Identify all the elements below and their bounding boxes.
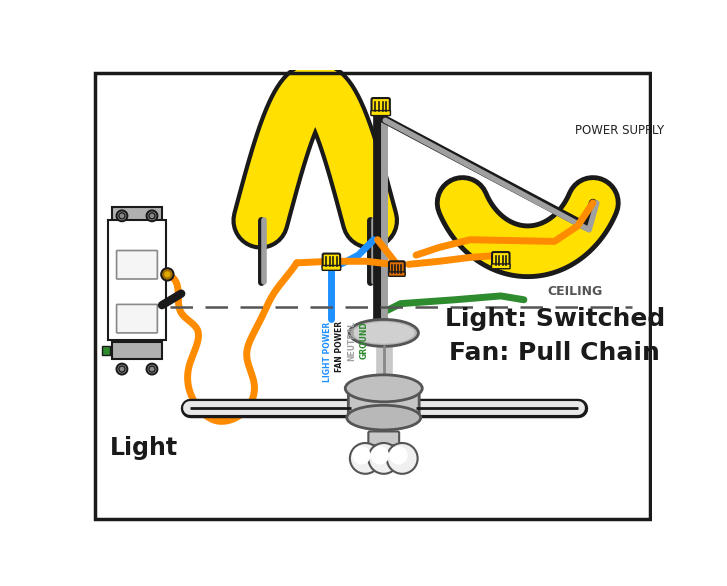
FancyBboxPatch shape bbox=[112, 207, 162, 224]
FancyBboxPatch shape bbox=[371, 98, 390, 114]
FancyBboxPatch shape bbox=[492, 252, 510, 267]
Text: FAN POWER: FAN POWER bbox=[334, 321, 344, 373]
FancyBboxPatch shape bbox=[369, 431, 399, 445]
Circle shape bbox=[149, 366, 155, 372]
FancyBboxPatch shape bbox=[116, 250, 157, 279]
Circle shape bbox=[371, 446, 389, 465]
FancyBboxPatch shape bbox=[388, 272, 405, 276]
Circle shape bbox=[387, 443, 417, 474]
Text: NEUTRAL: NEUTRAL bbox=[348, 321, 357, 362]
FancyBboxPatch shape bbox=[108, 220, 166, 340]
Circle shape bbox=[161, 268, 174, 281]
Ellipse shape bbox=[345, 375, 422, 402]
Ellipse shape bbox=[353, 322, 414, 343]
FancyBboxPatch shape bbox=[322, 265, 341, 270]
FancyBboxPatch shape bbox=[116, 304, 157, 333]
FancyBboxPatch shape bbox=[348, 385, 419, 421]
Text: CEILING: CEILING bbox=[547, 285, 602, 298]
Circle shape bbox=[119, 366, 125, 372]
Text: LIGHT POWER: LIGHT POWER bbox=[323, 321, 332, 381]
Circle shape bbox=[369, 443, 399, 474]
Circle shape bbox=[147, 364, 157, 374]
Text: Light: Switched
Fan: Pull Chain: Light: Switched Fan: Pull Chain bbox=[445, 307, 664, 364]
Text: Light: Light bbox=[111, 435, 178, 459]
Circle shape bbox=[119, 213, 125, 219]
FancyBboxPatch shape bbox=[323, 254, 340, 268]
Circle shape bbox=[147, 210, 157, 222]
FancyBboxPatch shape bbox=[102, 346, 110, 355]
Circle shape bbox=[352, 446, 371, 465]
FancyBboxPatch shape bbox=[491, 264, 510, 269]
Ellipse shape bbox=[349, 319, 419, 346]
Circle shape bbox=[116, 210, 127, 222]
Text: GROUND: GROUND bbox=[359, 321, 369, 359]
Ellipse shape bbox=[347, 406, 421, 430]
Circle shape bbox=[164, 271, 172, 278]
Text: POWER SUPPLY: POWER SUPPLY bbox=[576, 124, 664, 137]
FancyBboxPatch shape bbox=[112, 342, 162, 359]
Circle shape bbox=[350, 443, 381, 474]
FancyBboxPatch shape bbox=[371, 111, 390, 115]
Circle shape bbox=[116, 364, 127, 374]
Circle shape bbox=[149, 213, 155, 219]
Circle shape bbox=[389, 446, 408, 465]
FancyBboxPatch shape bbox=[389, 261, 405, 275]
